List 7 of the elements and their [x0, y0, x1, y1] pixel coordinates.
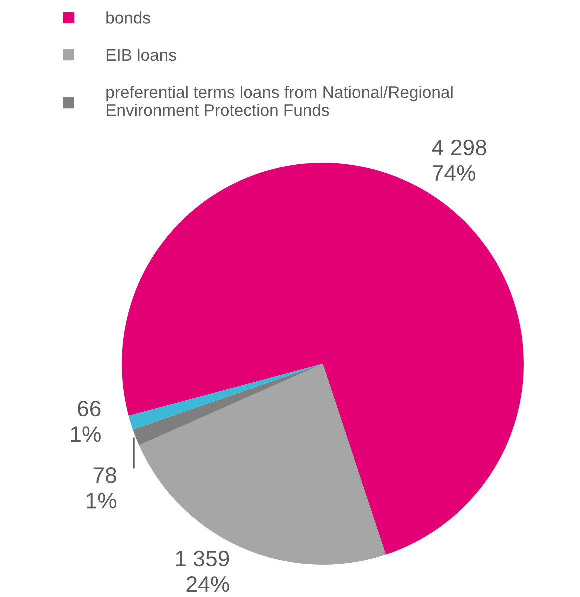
data-label: 1 359 24% — [176, 550, 230, 592]
legend-label: preferential terms loans from National/Regional Environment Protection Funds — [106, 86, 453, 116]
data-label: 78 1% — [86, 468, 117, 509]
legend-label: bonds — [106, 12, 150, 24]
legend-label: EIB loans — [106, 48, 176, 62]
data-label: 66 1% — [71, 400, 101, 442]
data-label: 4 298 74% — [432, 140, 486, 182]
